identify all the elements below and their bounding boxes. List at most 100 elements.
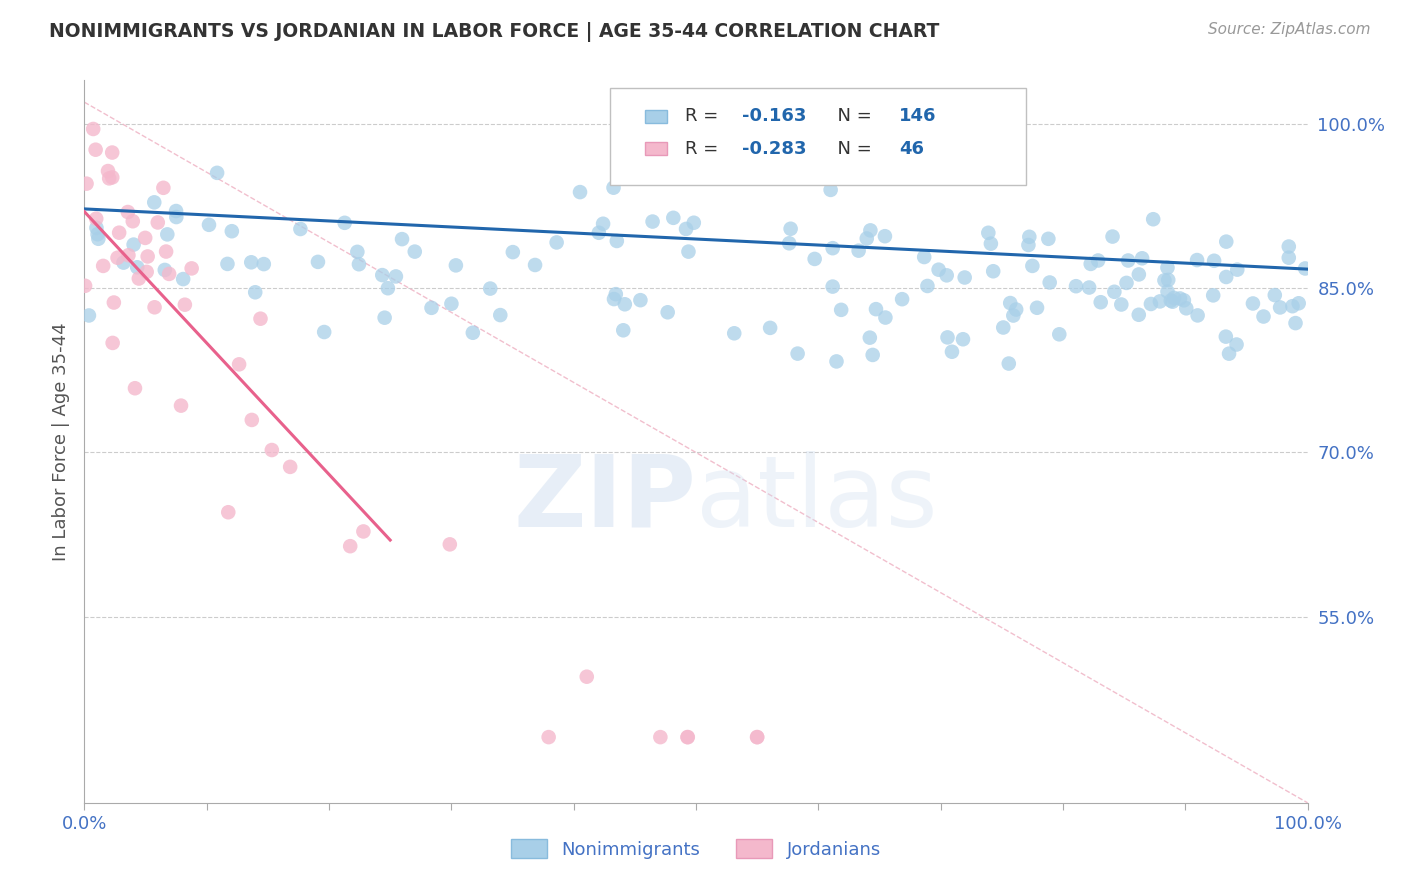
Point xyxy=(1278,239,1301,253)
Point xyxy=(1142,212,1164,227)
Point xyxy=(198,218,221,232)
FancyBboxPatch shape xyxy=(610,87,1026,185)
Point xyxy=(676,730,699,744)
Point xyxy=(260,443,283,458)
Point xyxy=(682,216,704,230)
Point xyxy=(1115,276,1137,290)
Point xyxy=(779,221,801,235)
Point xyxy=(101,170,124,185)
Point xyxy=(117,205,139,219)
Point xyxy=(1175,301,1198,316)
Point xyxy=(153,263,176,277)
Point xyxy=(205,166,228,180)
Point xyxy=(1090,295,1112,310)
Point xyxy=(912,250,935,264)
Point xyxy=(1253,310,1275,324)
Point xyxy=(155,244,177,259)
Point xyxy=(101,335,124,350)
Point xyxy=(108,226,131,240)
Point xyxy=(1284,316,1306,330)
Point xyxy=(1202,288,1225,302)
Point xyxy=(84,211,107,226)
Point xyxy=(314,325,336,339)
Point xyxy=(103,295,125,310)
Point xyxy=(747,730,769,744)
Legend: Nonimmigrants, Jordanians: Nonimmigrants, Jordanians xyxy=(503,832,889,866)
Point xyxy=(346,244,368,259)
Point xyxy=(747,730,769,744)
Point xyxy=(404,244,426,259)
Point xyxy=(803,252,825,266)
Point xyxy=(1185,253,1208,268)
Point xyxy=(240,255,263,269)
Text: -0.163: -0.163 xyxy=(742,107,807,126)
Point xyxy=(675,222,697,236)
Point xyxy=(1168,292,1191,306)
Text: N =: N = xyxy=(825,140,877,158)
Point xyxy=(602,180,624,194)
Point xyxy=(502,245,524,260)
Point xyxy=(830,302,852,317)
Point xyxy=(479,282,502,296)
Point xyxy=(1204,253,1226,268)
Point xyxy=(157,267,180,281)
Point xyxy=(112,255,135,269)
Point xyxy=(855,231,877,245)
Point xyxy=(75,278,97,293)
Point xyxy=(1278,251,1301,265)
Point xyxy=(1288,296,1310,310)
Point xyxy=(1163,291,1185,305)
Point xyxy=(217,505,239,519)
Point xyxy=(101,145,124,160)
Point xyxy=(676,730,699,744)
Point xyxy=(352,524,374,539)
Point xyxy=(420,301,443,315)
Point xyxy=(84,143,107,157)
Point xyxy=(221,224,243,238)
Point xyxy=(628,293,651,308)
Point xyxy=(1128,308,1150,322)
Point xyxy=(1225,337,1247,351)
Point xyxy=(371,268,394,282)
Point xyxy=(1104,285,1126,299)
Text: N =: N = xyxy=(825,107,877,126)
Point xyxy=(953,270,976,285)
Point xyxy=(1215,270,1237,285)
Point xyxy=(662,211,685,225)
Point xyxy=(1226,262,1249,277)
Point xyxy=(444,258,467,272)
Point xyxy=(1038,232,1060,246)
Point xyxy=(997,357,1019,371)
Point xyxy=(152,181,174,195)
Point xyxy=(249,311,271,326)
Point xyxy=(612,323,634,337)
Point xyxy=(1002,309,1025,323)
Point xyxy=(134,231,156,245)
Point xyxy=(1140,297,1163,311)
Point xyxy=(170,399,193,413)
Point xyxy=(76,177,98,191)
Point xyxy=(1111,297,1133,311)
Point xyxy=(77,309,100,323)
Point xyxy=(524,258,547,272)
Point xyxy=(135,265,157,279)
Point xyxy=(1218,346,1240,360)
Point xyxy=(217,257,239,271)
Point xyxy=(848,244,870,258)
Point xyxy=(1078,280,1101,294)
Point xyxy=(981,264,1004,278)
Point xyxy=(917,279,939,293)
Point xyxy=(820,183,842,197)
Point xyxy=(98,171,121,186)
Point xyxy=(385,269,408,284)
Point xyxy=(891,292,914,306)
Point xyxy=(377,281,399,295)
Point xyxy=(1101,229,1123,244)
FancyBboxPatch shape xyxy=(644,110,666,123)
Point xyxy=(603,292,626,306)
Text: -0.283: -0.283 xyxy=(742,140,807,158)
Point xyxy=(759,321,782,335)
Point xyxy=(952,332,974,346)
Text: R =: R = xyxy=(685,140,724,158)
Point xyxy=(821,241,844,255)
